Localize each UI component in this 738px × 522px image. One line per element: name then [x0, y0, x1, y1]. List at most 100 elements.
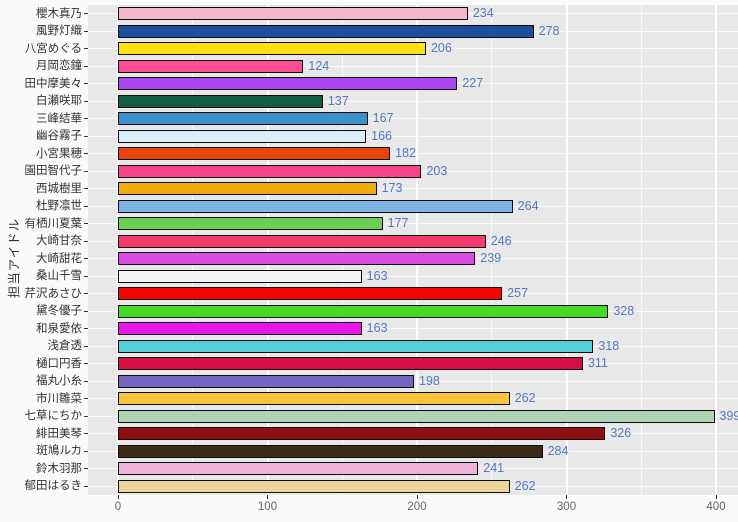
- category-label: 有栖川夏葉: [24, 217, 83, 230]
- x-tick-mark: [117, 495, 119, 499]
- category-label: 大崎甜花: [36, 252, 82, 265]
- category-label: 黛冬優子: [36, 305, 82, 318]
- gridline-major: [117, 5, 119, 495]
- y-tick-mark: [84, 345, 88, 347]
- gridline-major: [266, 5, 269, 495]
- gridline-major: [715, 5, 717, 495]
- y-tick-mark: [84, 485, 88, 487]
- value-label: 124: [308, 58, 330, 73]
- y-tick-mark: [84, 83, 88, 85]
- gridline-row: [88, 275, 738, 277]
- y-tick-mark: [84, 205, 88, 207]
- bar: [118, 234, 486, 248]
- gridline-major: [565, 5, 568, 495]
- gridline-row: [88, 100, 738, 102]
- y-tick-mark: [84, 223, 88, 225]
- x-tick-mark: [715, 495, 717, 499]
- value-label: 163: [366, 268, 388, 283]
- value-label: 166: [371, 128, 393, 143]
- bar: [118, 322, 362, 336]
- category-label: 芹沢あさひ: [24, 287, 83, 300]
- value-label: 328: [613, 303, 635, 318]
- bar: [118, 147, 391, 161]
- x-tick-label: 100: [257, 501, 278, 513]
- value-label: 318: [598, 338, 620, 353]
- value-label: 264: [517, 198, 539, 213]
- bar: [118, 112, 368, 126]
- bar: [118, 217, 383, 231]
- value-label: 137: [327, 93, 349, 108]
- gridline-row: [88, 153, 738, 155]
- category-label: 大崎甘奈: [36, 235, 82, 248]
- x-tick-label: 300: [556, 501, 577, 513]
- value-label: 278: [538, 23, 560, 38]
- value-label: 241: [483, 461, 505, 476]
- gridline-minor: [491, 5, 493, 495]
- category-label: 八宮めぐる: [24, 42, 82, 55]
- bar: [118, 287, 503, 301]
- y-tick-mark: [84, 450, 88, 452]
- value-label: 206: [430, 41, 452, 56]
- bar: [118, 164, 422, 178]
- bar: [118, 392, 510, 406]
- y-tick-mark: [84, 135, 88, 137]
- value-label: 182: [395, 146, 416, 161]
- value-label: 234: [472, 6, 494, 21]
- category-label: 三峰結華: [36, 112, 82, 125]
- value-label: 311: [587, 356, 608, 371]
- bar: [118, 182, 377, 196]
- category-label: 桑山千雪: [36, 270, 82, 283]
- bar: [118, 129, 367, 143]
- category-label: 櫻木真乃: [36, 7, 82, 20]
- gridline-minor: [192, 5, 194, 495]
- bar: [118, 59, 304, 73]
- y-tick-mark: [84, 258, 88, 260]
- value-label: 262: [514, 391, 536, 406]
- value-label: 326: [610, 426, 632, 441]
- x-tick-mark: [416, 495, 418, 499]
- bar: [118, 94, 323, 108]
- category-label: 郁田はるき: [24, 480, 83, 493]
- category-label: 鈴木羽那: [36, 462, 82, 475]
- x-tick-label: 200: [407, 501, 427, 513]
- gridline-row: [88, 118, 738, 120]
- bar: [118, 479, 510, 493]
- bar: [118, 7, 468, 21]
- y-tick-mark: [84, 363, 88, 365]
- bar: [118, 339, 594, 353]
- value-label: 163: [366, 321, 388, 336]
- category-label: 樋口円香: [36, 357, 82, 370]
- y-tick-mark: [84, 153, 88, 155]
- y-tick-mark: [84, 170, 88, 172]
- value-label: 203: [426, 163, 448, 178]
- category-label: 幽谷霧子: [36, 130, 82, 143]
- y-tick-mark: [84, 65, 88, 67]
- category-label: 園田智代子: [24, 165, 83, 178]
- y-tick-mark: [84, 293, 88, 295]
- category-label: 風野灯織: [36, 25, 82, 38]
- y-tick-mark: [84, 240, 88, 242]
- category-label: 市川雛菜: [36, 392, 82, 405]
- bar: [118, 374, 414, 388]
- gridline-row: [88, 65, 738, 67]
- category-label: 斑鳩ルカ: [36, 445, 82, 458]
- category-label: 七草にちか: [24, 410, 83, 423]
- y-tick-mark: [84, 13, 88, 15]
- value-label: 284: [547, 443, 569, 458]
- value-label: 198: [419, 373, 440, 388]
- category-label: 西城樹里: [36, 182, 82, 195]
- bar: [118, 444, 543, 458]
- bar: [118, 252, 476, 266]
- bar: [118, 462, 479, 476]
- value-label: 173: [381, 181, 403, 196]
- category-label: 緋田美琴: [36, 427, 82, 440]
- bar: [118, 42, 426, 56]
- x-tick-label: 0: [114, 501, 122, 513]
- value-label: 246: [490, 233, 512, 248]
- y-tick-mark: [84, 310, 88, 312]
- y-tick-mark: [84, 328, 88, 330]
- category-label: 和泉愛依: [36, 322, 82, 335]
- gridline-row: [88, 135, 738, 137]
- x-tick-mark: [267, 495, 268, 499]
